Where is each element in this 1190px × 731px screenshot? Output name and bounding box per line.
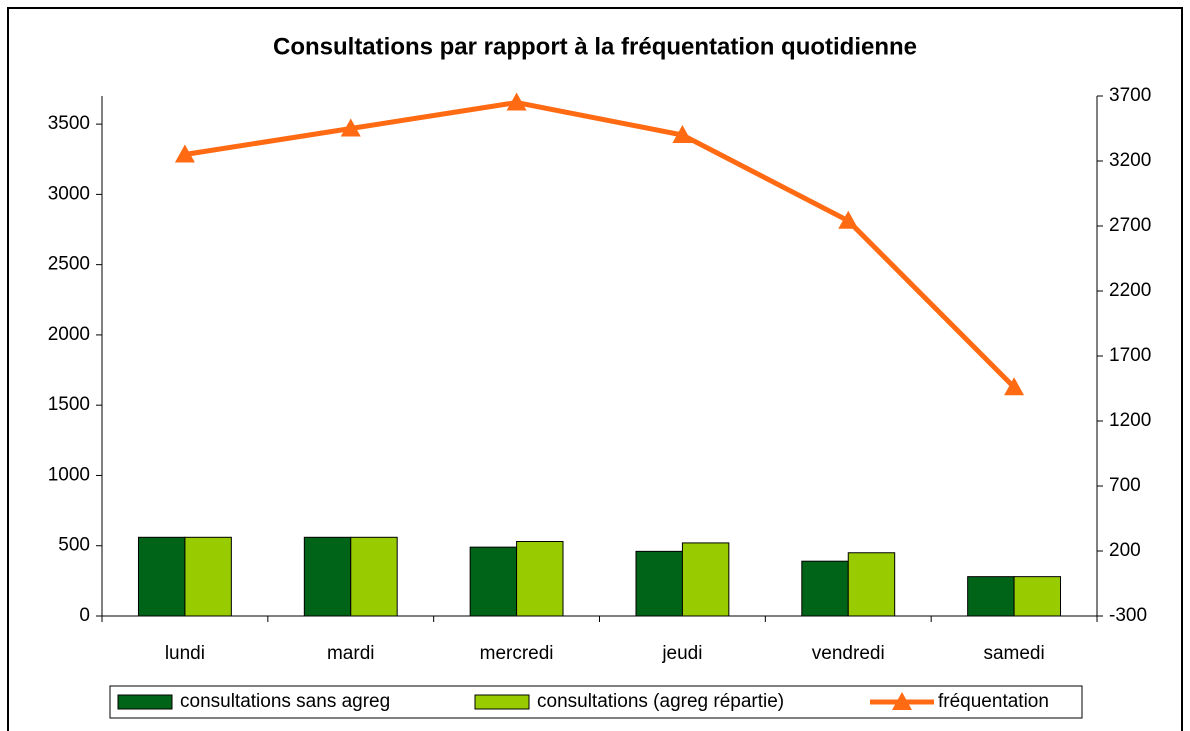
y2-tick-label: 3200 bbox=[1109, 150, 1151, 171]
bar bbox=[469, 546, 518, 617]
y2-tick-label: 700 bbox=[1109, 475, 1141, 496]
y-tick-label: 2000 bbox=[48, 324, 90, 345]
x-tick-label: lundi bbox=[165, 643, 205, 664]
y-tick-label: 3500 bbox=[48, 113, 90, 134]
bar bbox=[1013, 576, 1062, 617]
legend-label: consultations (agreg répartie) bbox=[537, 691, 784, 712]
legend-label: consultations sans agreg bbox=[180, 691, 390, 712]
y2-tick-label: 1200 bbox=[1109, 410, 1151, 431]
y-tick-label: 500 bbox=[58, 535, 90, 556]
y2-tick-label: 2200 bbox=[1109, 280, 1151, 301]
line-marker bbox=[672, 125, 693, 143]
line-marker bbox=[1004, 377, 1025, 396]
chart-title: Consultations par rapport à la fréquenta… bbox=[273, 33, 917, 60]
legend-label: fréquentation bbox=[938, 691, 1049, 712]
bar bbox=[847, 552, 896, 617]
y-tick-label: 3000 bbox=[48, 183, 90, 204]
x-tick-label: jeudi bbox=[661, 643, 702, 664]
line-marker bbox=[174, 144, 195, 163]
bar bbox=[967, 576, 1015, 617]
x-tick-label: mercredi bbox=[480, 643, 554, 664]
bar bbox=[303, 536, 352, 617]
y-tick-label: 0 bbox=[79, 605, 90, 626]
bar bbox=[350, 536, 398, 617]
bar bbox=[635, 550, 683, 617]
line-marker bbox=[506, 92, 527, 111]
legend-swatch bbox=[117, 694, 173, 710]
y2-tick-label: 3700 bbox=[1109, 85, 1151, 106]
line-marker bbox=[838, 210, 859, 229]
y2-tick-label: 2700 bbox=[1109, 215, 1151, 236]
y-tick-label: 2500 bbox=[48, 254, 90, 275]
line-marker bbox=[340, 118, 361, 137]
legend-swatch bbox=[892, 692, 912, 710]
bar bbox=[184, 536, 232, 617]
bar bbox=[137, 536, 186, 617]
y2-tick-label: -300 bbox=[1109, 605, 1147, 626]
y2-tick-label: 200 bbox=[1109, 540, 1141, 561]
y-tick-label: 1000 bbox=[48, 464, 90, 485]
bar bbox=[681, 542, 730, 617]
bar bbox=[516, 541, 564, 617]
bar bbox=[801, 560, 849, 617]
legend-swatch bbox=[474, 694, 530, 710]
x-tick-label: mardi bbox=[327, 643, 375, 664]
x-tick-label: vendredi bbox=[812, 643, 885, 664]
x-tick-label: samedi bbox=[983, 643, 1044, 664]
line bbox=[184, 99, 1016, 389]
y-tick-label: 1500 bbox=[48, 394, 90, 415]
y2-tick-label: 1700 bbox=[1109, 345, 1151, 366]
